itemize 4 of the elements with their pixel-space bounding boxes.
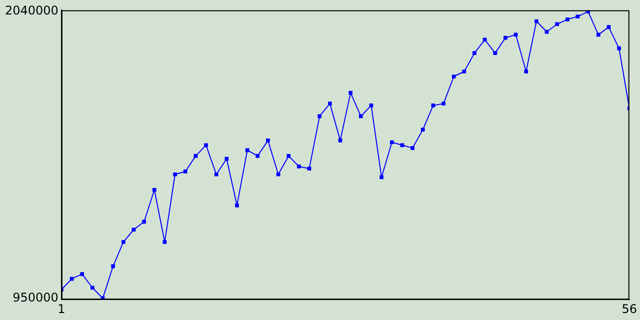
x-tick-label: 1 (58, 302, 66, 316)
y-tick-label: 2040000 (4, 4, 58, 18)
y-tick-label: 950000 (12, 290, 58, 304)
x-tick-label: 56 (622, 302, 638, 316)
